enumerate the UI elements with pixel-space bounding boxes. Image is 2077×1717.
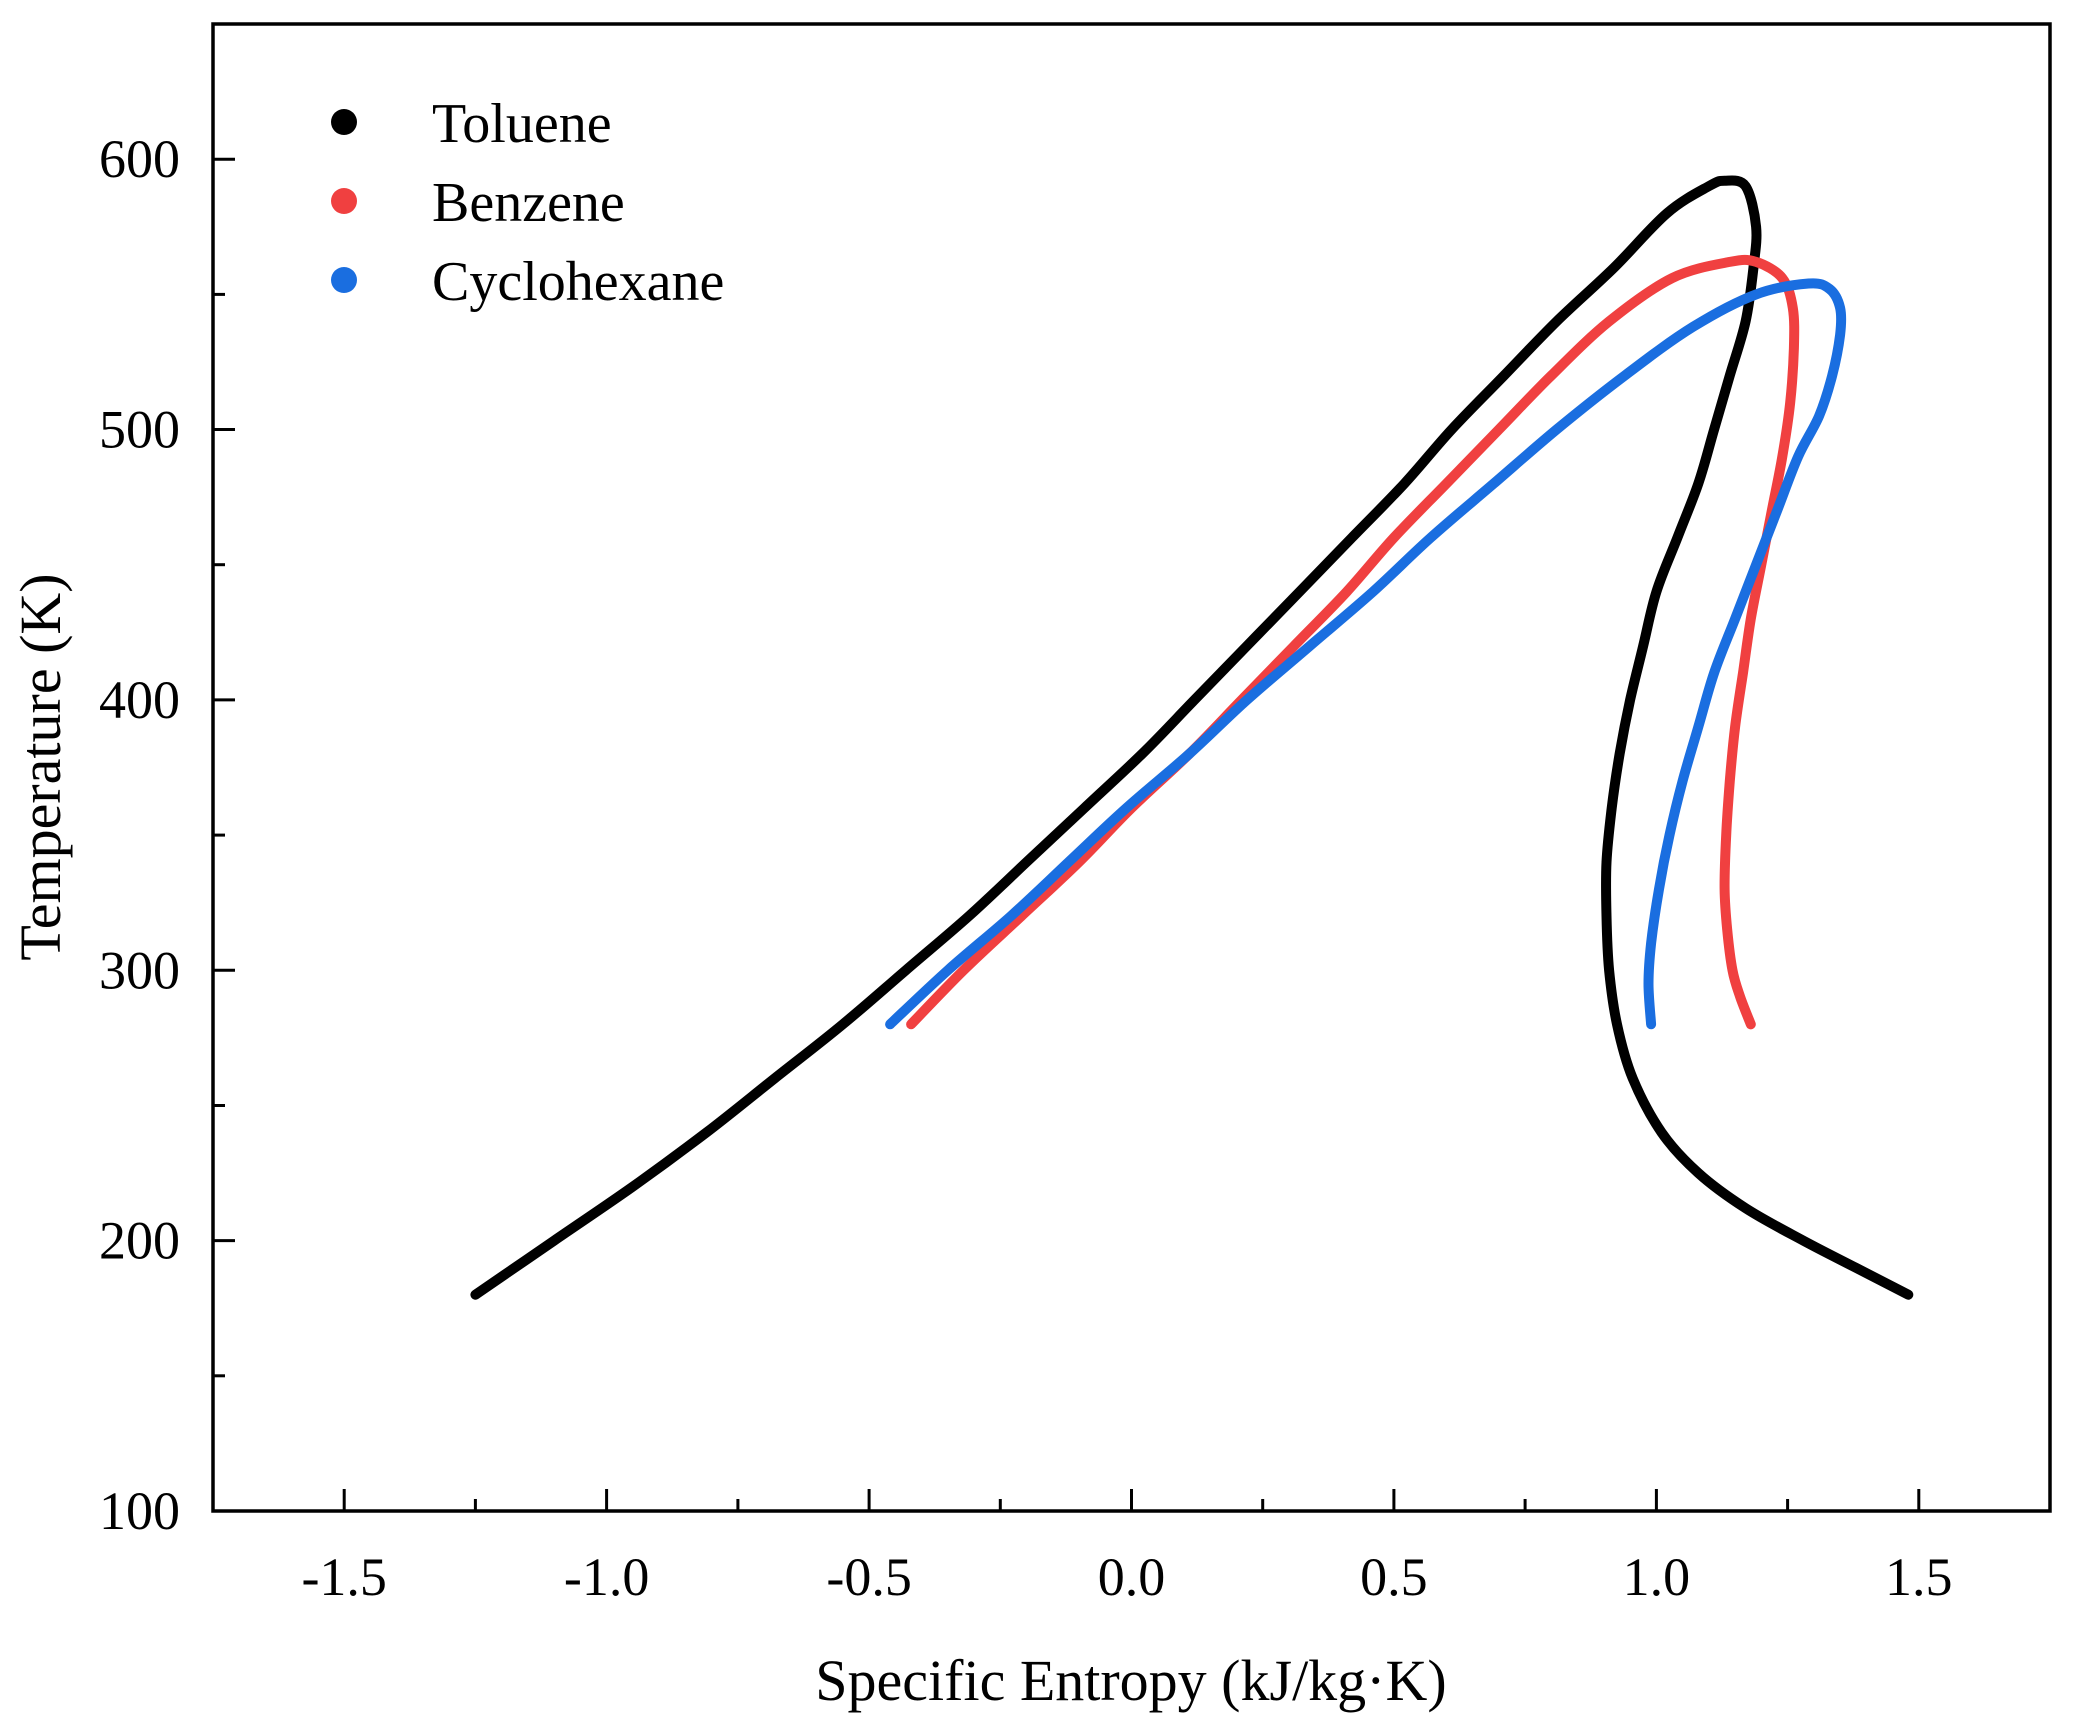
y-tick-label: 400 xyxy=(99,670,180,730)
legend-marker-benzene xyxy=(331,188,357,214)
x-tick-label: -1.5 xyxy=(301,1547,386,1607)
series-lines xyxy=(470,175,1914,1300)
x-tick-labels: -1.5 -1.0 -0.5 0.0 0.5 1.0 1.5 xyxy=(301,1547,1952,1607)
legend-label-toluene: Toluene xyxy=(432,93,612,155)
legend-label-benzene: Benzene xyxy=(432,172,625,234)
y-axis-title: Temperature (K) xyxy=(8,573,73,960)
x-axis-title: Specific Entropy (kJ/kg·K) xyxy=(815,1648,1446,1713)
tick-marks xyxy=(213,22,1921,1513)
series-line-toluene xyxy=(470,175,1914,1300)
x-tick-label: 0.0 xyxy=(1098,1547,1166,1607)
series-line-cyclohexane xyxy=(885,278,1847,1030)
legend-item-benzene: Benzene xyxy=(331,172,625,234)
legend: Toluene Benzene Cyclohexane xyxy=(331,93,724,313)
legend-item-cyclohexane: Cyclohexane xyxy=(331,251,724,313)
x-tick-label: 0.5 xyxy=(1360,1547,1428,1607)
y-tick-labels: 100 200 300 400 500 600 xyxy=(99,129,180,1541)
x-tick-label: -0.5 xyxy=(826,1547,911,1607)
y-tick-label: 200 xyxy=(99,1211,180,1271)
x-tick-label: -1.0 xyxy=(564,1547,649,1607)
legend-label-cyclohexane: Cyclohexane xyxy=(432,251,724,313)
legend-marker-toluene xyxy=(331,109,357,135)
y-tick-label: 300 xyxy=(99,940,180,1000)
x-tick-label: 1.5 xyxy=(1885,1547,1953,1607)
y-tick-label: 500 xyxy=(99,400,180,460)
y-tick-label: 100 xyxy=(99,1481,180,1541)
legend-marker-cyclohexane xyxy=(331,267,357,293)
y-tick-label: 600 xyxy=(99,129,180,189)
legend-item-toluene: Toluene xyxy=(331,93,612,155)
x-tick-label: 1.0 xyxy=(1623,1547,1691,1607)
